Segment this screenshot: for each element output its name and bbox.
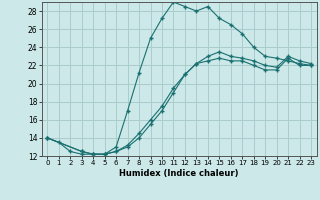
X-axis label: Humidex (Indice chaleur): Humidex (Indice chaleur) <box>119 169 239 178</box>
